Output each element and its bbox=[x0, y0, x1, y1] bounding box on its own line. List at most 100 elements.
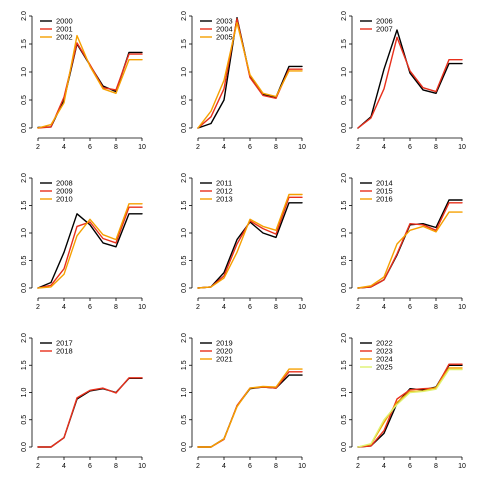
y-tick-label: 1.5 bbox=[21, 201, 28, 211]
legend-label: 2001 bbox=[56, 25, 73, 34]
legend-label: 2022 bbox=[376, 339, 393, 348]
y-tick-label: 2.0 bbox=[341, 11, 348, 21]
series-line-2022 bbox=[357, 364, 463, 448]
y-tick-label: 0.0 bbox=[341, 442, 348, 452]
legend-label: 2020 bbox=[216, 347, 233, 356]
x-tick-label: 6 bbox=[248, 304, 252, 311]
x-tick-label: 10 bbox=[138, 304, 146, 311]
series-line-2014 bbox=[357, 199, 463, 289]
x-tick-label: 8 bbox=[114, 304, 118, 311]
y-tick-label: 0.0 bbox=[181, 123, 188, 133]
legend-label: 2011 bbox=[216, 179, 232, 188]
x-tick-label: 10 bbox=[458, 304, 466, 311]
legend-label: 2003 bbox=[216, 17, 233, 26]
x-tick-label: 2 bbox=[356, 304, 360, 311]
series-line-2017 bbox=[37, 377, 143, 448]
x-tick-label: 8 bbox=[274, 463, 278, 470]
y-tick-label: 1.5 bbox=[341, 360, 348, 370]
legend-label: 2007 bbox=[376, 25, 393, 34]
y-tick-label: 1.5 bbox=[21, 39, 28, 49]
y-tick-label: 0.5 bbox=[181, 256, 188, 266]
x-tick-label: 8 bbox=[274, 144, 278, 151]
y-tick-label: 1.5 bbox=[181, 39, 188, 49]
y-tick-label: 1.5 bbox=[181, 360, 188, 370]
x-tick-label: 10 bbox=[458, 144, 466, 151]
y-tick-label: 0.0 bbox=[21, 123, 28, 133]
y-tick-label: 0.0 bbox=[21, 442, 28, 452]
x-tick-label: 6 bbox=[248, 144, 252, 151]
x-tick-label: 6 bbox=[408, 463, 412, 470]
x-tick-label: 8 bbox=[434, 144, 438, 151]
series-line-2016 bbox=[357, 211, 463, 289]
series-line-2015 bbox=[357, 202, 463, 289]
x-tick-label: 4 bbox=[382, 304, 386, 311]
y-tick-label: 2.0 bbox=[341, 333, 348, 343]
series-line-2025 bbox=[357, 368, 463, 448]
y-tick-label: 1.5 bbox=[21, 360, 28, 370]
x-tick-label: 4 bbox=[222, 144, 226, 151]
series-line-2020 bbox=[197, 371, 303, 448]
legend-label: 2002 bbox=[56, 33, 73, 42]
x-tick-label: 4 bbox=[222, 304, 226, 311]
series-line-2013 bbox=[197, 193, 303, 289]
series-line-2006 bbox=[357, 29, 463, 129]
series-line-2018 bbox=[37, 377, 143, 448]
legend-label: 2021 bbox=[216, 355, 233, 364]
x-tick-label: 10 bbox=[138, 144, 146, 151]
series-line-2019 bbox=[197, 374, 303, 448]
legend-label: 2014 bbox=[376, 179, 393, 188]
y-tick-label: 1.0 bbox=[21, 228, 28, 238]
y-tick-label: 0.5 bbox=[181, 415, 188, 425]
x-tick-label: 10 bbox=[298, 463, 306, 470]
legend-label: 2018 bbox=[56, 347, 73, 356]
y-tick-label: 1.0 bbox=[341, 228, 348, 238]
y-tick-label: 0.0 bbox=[341, 123, 348, 133]
y-tick-label: 2.0 bbox=[181, 11, 188, 21]
y-tick-label: 0.0 bbox=[21, 283, 28, 293]
y-tick-label: 1.0 bbox=[341, 388, 348, 398]
x-tick-label: 8 bbox=[274, 304, 278, 311]
series-line-2001 bbox=[37, 42, 143, 129]
legend-label: 2013 bbox=[216, 195, 233, 204]
legend-label: 2023 bbox=[376, 347, 393, 356]
x-tick-label: 2 bbox=[36, 144, 40, 151]
series-line-2002 bbox=[37, 34, 143, 129]
y-tick-label: 1.5 bbox=[341, 201, 348, 211]
series-line-2008 bbox=[37, 213, 143, 289]
series-line-2005 bbox=[197, 22, 303, 129]
x-tick-label: 6 bbox=[408, 144, 412, 151]
x-tick-label: 2 bbox=[356, 144, 360, 151]
x-tick-label: 6 bbox=[88, 463, 92, 470]
y-tick-label: 0.5 bbox=[341, 256, 348, 266]
y-tick-label: 1.0 bbox=[21, 388, 28, 398]
legend-label: 2017 bbox=[56, 339, 73, 348]
x-tick-label: 2 bbox=[356, 463, 360, 470]
y-tick-label: 2.0 bbox=[181, 333, 188, 343]
legend-label: 2024 bbox=[376, 355, 393, 364]
series-line-2023 bbox=[357, 363, 463, 448]
x-tick-label: 2 bbox=[196, 144, 200, 151]
series-line-2009 bbox=[37, 206, 143, 289]
x-tick-label: 10 bbox=[298, 304, 306, 311]
x-tick-label: 4 bbox=[382, 144, 386, 151]
y-tick-label: 0.5 bbox=[341, 415, 348, 425]
legend-label: 2015 bbox=[376, 187, 393, 196]
y-tick-label: 1.0 bbox=[181, 67, 188, 77]
x-tick-label: 6 bbox=[248, 463, 252, 470]
x-tick-label: 6 bbox=[88, 144, 92, 151]
y-tick-label: 0.5 bbox=[341, 95, 348, 105]
legend-label: 2019 bbox=[216, 339, 233, 348]
x-tick-label: 4 bbox=[62, 463, 66, 470]
series-line-2010 bbox=[37, 203, 143, 289]
x-tick-label: 10 bbox=[138, 463, 146, 470]
y-tick-label: 1.5 bbox=[181, 201, 188, 211]
y-tick-label: 1.0 bbox=[21, 67, 28, 77]
y-tick-label: 2.0 bbox=[21, 333, 28, 343]
y-tick-label: 2.0 bbox=[21, 173, 28, 183]
